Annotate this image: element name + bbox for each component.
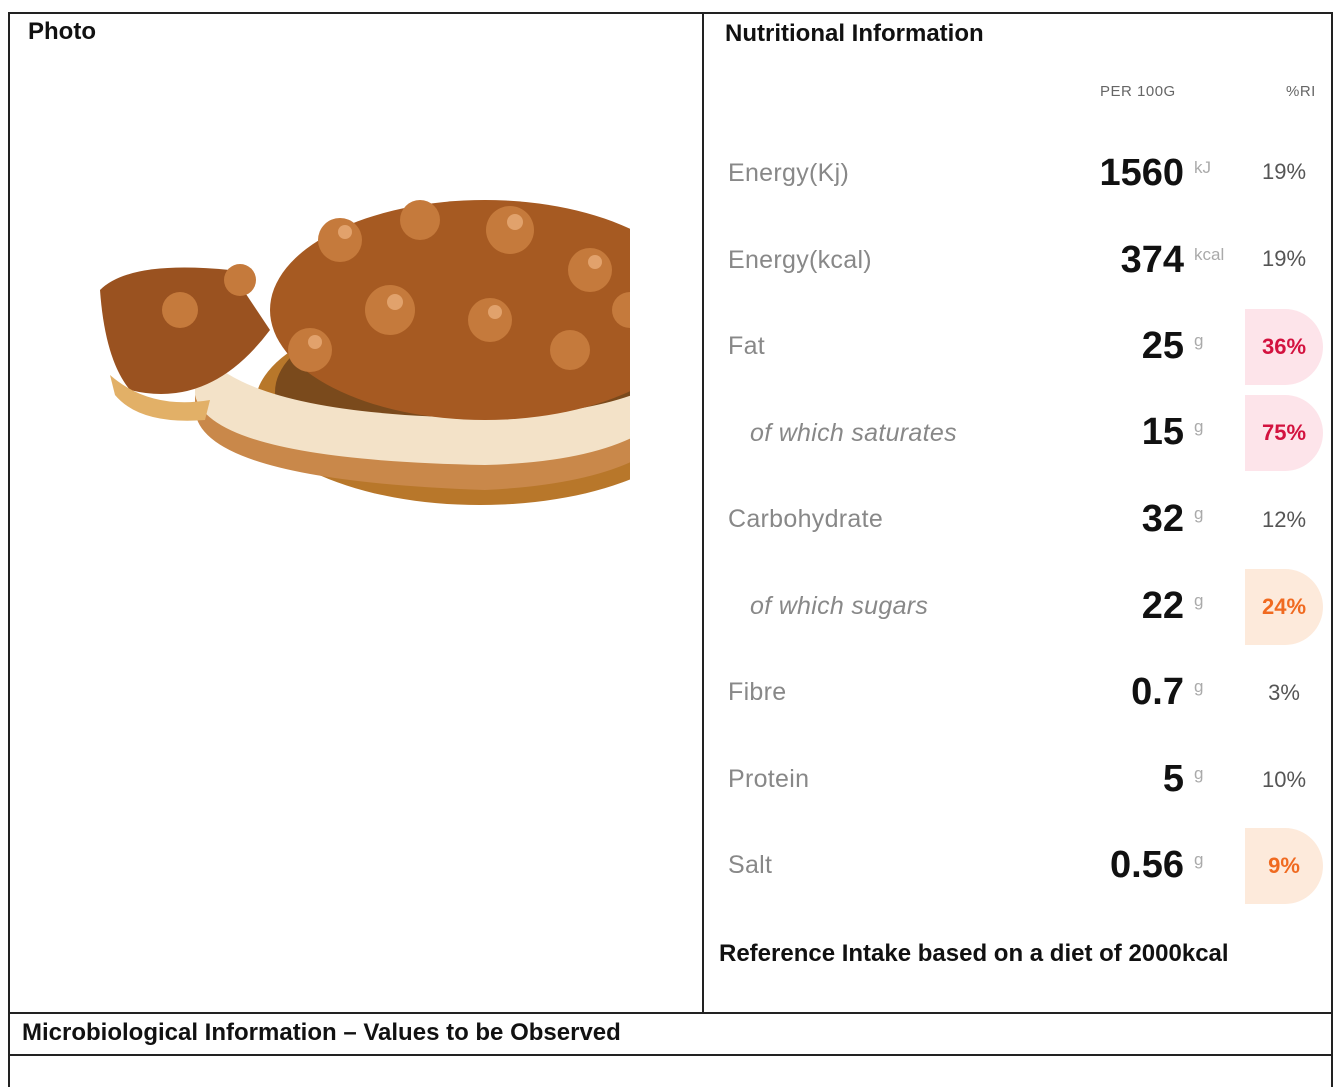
column-header: PER 100G [1100,83,1176,100]
nutrient-label: Salt [728,851,772,880]
ri-percent: 19% [1245,221,1323,297]
column-header: %RI [1286,83,1316,100]
row-divider [8,1054,1333,1056]
nutrient-value: 1560 [1024,152,1184,195]
nutrient-value: 0.56 [1024,844,1184,887]
nutrient-value: 0.7 [1024,671,1184,714]
ri-percent: 10% [1245,742,1323,818]
nutrient-label: Fibre [728,678,786,707]
nutrient-value: 374 [1024,239,1184,282]
nutrient-label: Energy(Kj) [728,159,849,188]
ri-percent: 19% [1245,134,1323,210]
nutrient-value: 15 [1024,411,1184,454]
border-left [8,12,10,1087]
ri-percent: 3% [1245,655,1323,731]
nutrition-title: Nutritional Information [725,20,984,48]
nutrient-value: 25 [1024,325,1184,368]
nutrient-unit: g [1194,331,1203,351]
section-title: Microbiological Information – Values to … [22,1019,621,1047]
column-divider [702,12,704,1013]
nutrient-unit: g [1194,850,1203,870]
nutrient-label: of which saturates [750,419,957,448]
nutrient-label: Energy(kcal) [728,246,872,275]
nutrient-unit: g [1194,504,1203,524]
ri-percent: 75% [1245,395,1323,471]
footnote: Reference Intake based on a diet of 2000… [719,940,1229,968]
nutrient-value: 32 [1024,498,1184,541]
nutrient-unit: g [1194,591,1203,611]
ri-percent: 12% [1245,482,1323,558]
row-divider [8,1012,1333,1014]
ri-percent: 24% [1245,569,1323,645]
photo-title: Photo [28,18,96,46]
nutrient-label: Fat [728,332,765,361]
nutrient-value: 22 [1024,585,1184,628]
nutrient-unit: kcal [1194,245,1224,265]
border-top [8,12,1333,14]
page: {"photo_title": "Photo", "nutrition": { … [0,0,1339,1087]
nutrient-label: of which sugars [750,592,928,621]
border-right [1331,12,1333,1087]
nutrient-unit: g [1194,417,1203,437]
ri-percent: 9% [1245,828,1323,904]
nutrient-unit: g [1194,677,1203,697]
nutrient-unit: g [1194,764,1203,784]
cake-photo [90,160,630,530]
nutrient-unit: kJ [1194,158,1211,178]
nutrient-label: Protein [728,765,809,794]
nutrient-label: Carbohydrate [728,505,883,534]
nutrient-value: 5 [1024,758,1184,801]
ri-percent: 36% [1245,309,1323,385]
